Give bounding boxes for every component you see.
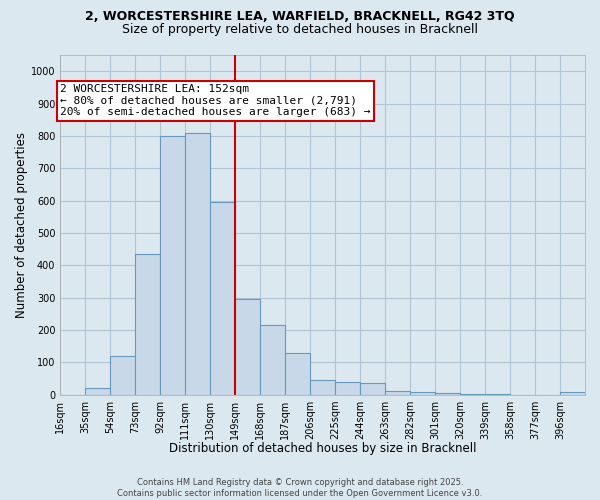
Y-axis label: Number of detached properties: Number of detached properties	[15, 132, 28, 318]
Bar	[410, 392, 435, 395]
X-axis label: Distribution of detached houses by size in Bracknell: Distribution of detached houses by size …	[169, 442, 476, 455]
Bar	[260, 326, 285, 395]
Text: 2, WORCESTERSHIRE LEA, WARFIELD, BRACKNELL, RG42 3TQ: 2, WORCESTERSHIRE LEA, WARFIELD, BRACKNE…	[85, 10, 515, 23]
Bar	[160, 136, 185, 395]
Bar	[85, 388, 110, 395]
Bar	[335, 382, 360, 395]
Bar	[135, 254, 160, 395]
Bar	[210, 202, 235, 395]
Bar	[560, 392, 585, 395]
Bar	[385, 391, 410, 395]
Bar	[435, 393, 460, 395]
Bar	[235, 300, 260, 395]
Bar	[185, 132, 210, 395]
Text: Size of property relative to detached houses in Bracknell: Size of property relative to detached ho…	[122, 22, 478, 36]
Bar	[285, 353, 310, 395]
Bar	[360, 382, 385, 395]
Text: 2 WORCESTERSHIRE LEA: 152sqm
← 80% of detached houses are smaller (2,791)
20% of: 2 WORCESTERSHIRE LEA: 152sqm ← 80% of de…	[60, 84, 371, 117]
Bar	[310, 380, 335, 395]
Bar	[460, 394, 485, 395]
Bar	[485, 394, 510, 395]
Text: Contains HM Land Registry data © Crown copyright and database right 2025.
Contai: Contains HM Land Registry data © Crown c…	[118, 478, 482, 498]
Bar	[110, 356, 135, 395]
